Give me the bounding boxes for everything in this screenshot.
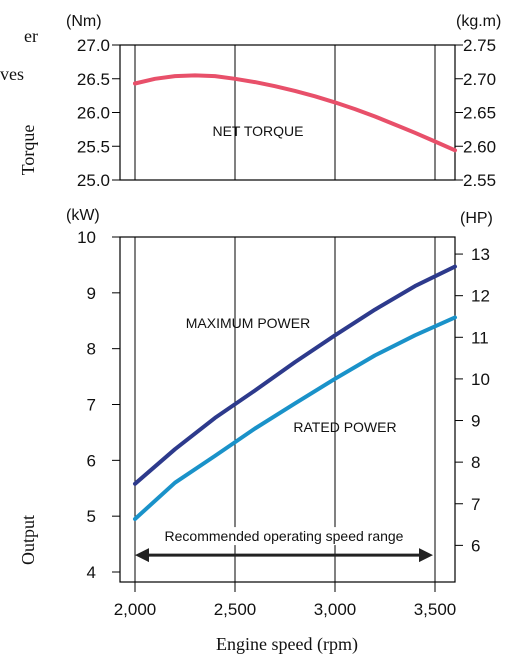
x-axis-label: Engine speed (rpm) — [216, 634, 358, 655]
output-left-axis: 4 5 6 7 8 9 10 — [77, 228, 120, 582]
output-series-line-1 — [133, 315, 457, 521]
x-tick-label-3: 3,500 — [414, 600, 457, 619]
output-left-tick-label-4: 8 — [87, 340, 96, 359]
max-power-series-label: MAXIMUM POWER — [186, 315, 310, 331]
output-right-tick-label-1: 7 — [471, 495, 480, 514]
output-right-tick-label-7: 13 — [471, 245, 490, 264]
output-right-axis: 6 7 8 9 10 11 12 13 — [455, 245, 490, 555]
torque-left-tick-label-2: 26.0 — [77, 104, 110, 123]
x-axis: 2,000 2,500 3,000 3,500 — [114, 582, 457, 619]
output-plot-frame — [119, 236, 456, 583]
torque-right-tick-label-2: 2.65 — [463, 104, 496, 123]
output-gridlines — [134, 237, 436, 582]
torque-right-tick-label-1: 2.60 — [463, 137, 496, 156]
rated-power-series-label: RATED POWER — [293, 419, 396, 435]
output-left-tick-label-3: 7 — [87, 396, 96, 415]
torque-left-tick-label-4: 27.0 — [77, 36, 110, 55]
torque-right-axis: 2.55 2.60 2.65 2.70 2.75 — [455, 36, 496, 190]
torque-left-tick-label-0: 25.0 — [77, 171, 110, 190]
output-series: MAXIMUM POWER RATED POWER — [133, 264, 457, 521]
output-right-tick-label-2: 8 — [471, 453, 480, 472]
title-fragment-1: er — [24, 26, 38, 46]
torque-left-tick-label-3: 26.5 — [77, 70, 110, 89]
torque-right-tick-label-4: 2.75 — [463, 36, 496, 55]
output-right-tick-label-3: 9 — [471, 412, 480, 431]
range-arrowhead-right — [419, 548, 433, 563]
x-tick-label-1: 2,500 — [214, 600, 257, 619]
output-right-tick-label-0: 6 — [471, 536, 480, 555]
range-arrowhead-left — [135, 548, 149, 563]
output-side-label: Output — [18, 515, 38, 565]
x-tick-label-2: 3,000 — [314, 600, 357, 619]
torque-right-unit: (kg.m) — [456, 13, 501, 30]
torque-left-tick-label-1: 25.5 — [77, 137, 110, 156]
torque-gridlines — [134, 45, 436, 180]
torque-left-axis: 25.0 25.5 26.0 26.5 27.0 — [77, 36, 120, 190]
recommended-range-arrow: Recommended operating speed range — [135, 527, 433, 563]
output-left-unit: (kW) — [66, 207, 100, 224]
output-right-tick-label-6: 12 — [471, 287, 490, 306]
output-left-tick-label-6: 10 — [77, 228, 96, 247]
torque-side-label: Torque — [18, 125, 38, 176]
x-tick-label-0: 2,000 — [114, 600, 157, 619]
output-left-tick-label-5: 9 — [87, 284, 96, 303]
output-left-tick-label-2: 6 — [87, 451, 96, 470]
torque-left-unit: (Nm) — [66, 13, 102, 30]
output-right-unit: (HP) — [460, 210, 493, 227]
torque-series-line-0 — [133, 73, 457, 153]
title-fragment-2: ves — [0, 64, 24, 84]
output-left-tick-label-0: 4 — [87, 563, 96, 582]
torque-right-tick-label-3: 2.70 — [463, 70, 496, 89]
output-series-line-0 — [133, 264, 457, 486]
range-label: Recommended operating speed range — [165, 528, 404, 544]
range-label-background — [162, 527, 406, 546]
output-right-tick-label-4: 10 — [471, 370, 490, 389]
torque-series: NET TORQUE — [133, 73, 457, 153]
torque-plot-frame — [119, 44, 456, 181]
torque-right-tick-label-0: 2.55 — [463, 171, 496, 190]
torque-series-label: NET TORQUE — [212, 123, 303, 139]
output-left-tick-label-1: 5 — [87, 507, 96, 526]
output-right-tick-label-5: 11 — [471, 328, 489, 347]
